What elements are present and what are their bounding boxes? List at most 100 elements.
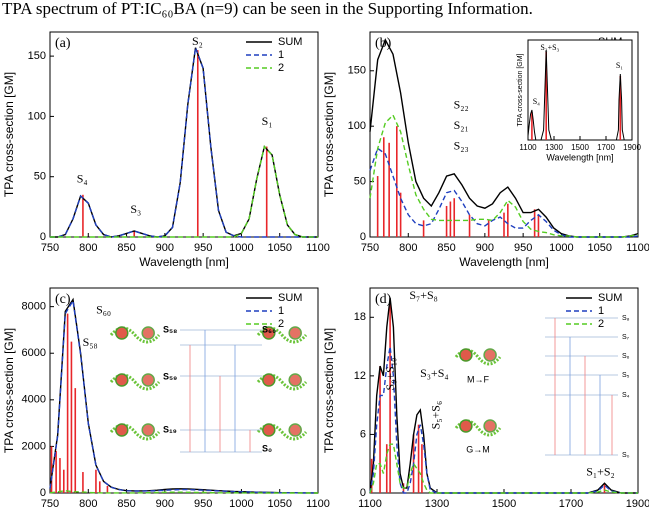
x-tick-label: 900	[156, 498, 174, 510]
y-tick-label: 150	[28, 50, 46, 62]
x-tick-label: 950	[194, 242, 212, 254]
series-line	[49, 298, 319, 494]
annotation: S₆₀	[96, 302, 111, 316]
panel-label: (c)	[55, 292, 71, 307]
molecule-acceptor	[141, 423, 155, 437]
molecule-acceptor	[115, 373, 129, 387]
y-tick-label: 150	[348, 65, 366, 77]
y-tick-label: 0	[360, 231, 366, 243]
x-tick-label: 750	[41, 242, 59, 254]
legend-label: 2	[278, 62, 284, 74]
molecule-acceptor	[141, 326, 155, 340]
x-tick-label: 850	[437, 242, 455, 254]
y-tick-label: 100	[348, 120, 366, 132]
plot-frame	[49, 31, 319, 238]
x-tick-label: 1100	[306, 498, 330, 510]
x-tick-label: 1700	[559, 498, 583, 510]
x-axis-label: Wavelength [nm]	[139, 511, 229, 513]
inset-label: S₈	[622, 315, 630, 322]
series-line	[369, 443, 638, 494]
inset-label: S₄	[622, 392, 630, 399]
x-tick-label: 1300	[545, 143, 563, 152]
legend-label: 1	[598, 305, 604, 317]
series-line	[369, 113, 639, 238]
x-tick-label: 1050	[587, 242, 611, 254]
y-tick-label: 0	[40, 231, 46, 243]
inset-label: S₇	[622, 334, 630, 341]
x-tick-label: 1100	[626, 242, 649, 254]
annotation: S₂₁	[454, 118, 469, 132]
molecule-acceptor	[483, 348, 497, 362]
y-axis-label: TPA cross-section [GM]	[517, 53, 524, 126]
x-tick-label: 1100	[306, 242, 330, 254]
inset-label: S₀	[622, 452, 630, 459]
series-line	[527, 49, 632, 141]
y-tick-label: 2000	[22, 440, 46, 452]
inset-label: S₅	[622, 372, 630, 379]
annotation: S₅+S₆	[429, 401, 443, 429]
x-tick-label: 950	[514, 242, 532, 254]
y-tick-label: 4000	[22, 394, 46, 406]
x-tick-label: 1500	[571, 143, 589, 152]
legend-label: SUM	[278, 36, 302, 48]
x-tick-label: 800	[79, 498, 97, 510]
x-tick-label: 1100	[519, 143, 537, 152]
x-tick-label: 1000	[229, 498, 253, 510]
annotation: S₉+S₁₀	[383, 358, 397, 391]
annotation: S₇+S₈	[409, 288, 437, 302]
molecule-acceptor	[483, 419, 497, 433]
x-tick-label: 800	[79, 242, 97, 254]
legend-label: 2	[598, 318, 604, 330]
y-tick-label: 0	[40, 487, 46, 499]
x-tick-label: 1050	[267, 242, 291, 254]
molecule-acceptor	[288, 423, 302, 437]
x-axis-label: Wavelength [nm]	[459, 255, 549, 269]
inset-label: S₅₉	[163, 371, 177, 381]
y-tick-label: 6000	[22, 347, 46, 359]
annotation: S₃	[130, 202, 141, 216]
x-tick-label: 1300	[425, 498, 449, 510]
x-tick-label: 1050	[267, 498, 291, 510]
series-line	[369, 297, 638, 494]
legend-label: 2	[278, 318, 284, 330]
inset-label: G→M	[466, 444, 490, 454]
y-tick-label: 100	[28, 110, 46, 122]
inset-label: S₀	[262, 443, 272, 453]
annotation: S₄	[533, 97, 540, 106]
y-tick-label: 8000	[22, 301, 46, 313]
x-tick-label: 850	[117, 242, 135, 254]
y-axis-label: TPA cross-section [GM]	[322, 328, 336, 453]
y-tick-label: 0	[360, 487, 366, 499]
y-tick-label: 50	[354, 176, 366, 188]
molecule-acceptor	[288, 373, 302, 387]
annotation: S₁	[616, 61, 623, 70]
x-tick-label: 900	[476, 242, 494, 254]
x-tick-label: 1500	[492, 498, 516, 510]
annotation: S₄	[77, 171, 88, 185]
x-tick-label: 1000	[549, 242, 573, 254]
series-line	[50, 145, 318, 238]
molecule-acceptor	[262, 326, 276, 340]
annotation: S₂₂	[454, 98, 469, 112]
y-axis-label: TPA cross-section [GM]	[322, 72, 336, 197]
x-tick-label: 850	[117, 498, 135, 510]
molecule-acceptor	[262, 423, 276, 437]
x-tick-label: 1700	[597, 143, 615, 152]
x-tick-label: 1900	[623, 143, 641, 152]
x-tick-label: 1900	[626, 498, 649, 510]
inset-label: M→F	[467, 374, 489, 384]
x-tick-label: 750	[361, 242, 379, 254]
molecule-acceptor	[115, 326, 129, 340]
y-tick-label: 6	[360, 428, 366, 440]
annotation: S₃+S₄	[420, 366, 448, 380]
legend-label: SUM	[278, 292, 302, 304]
molecule-acceptor	[115, 423, 129, 437]
inset-label: S₅₈	[163, 324, 177, 334]
annotation: S₂₃	[454, 139, 469, 153]
y-tick-label: 18	[354, 311, 366, 323]
x-tick-label: 750	[41, 498, 59, 510]
series-line	[49, 489, 318, 494]
x-tick-label: 950	[194, 498, 212, 510]
annotation: S₂+S₃	[540, 43, 559, 52]
